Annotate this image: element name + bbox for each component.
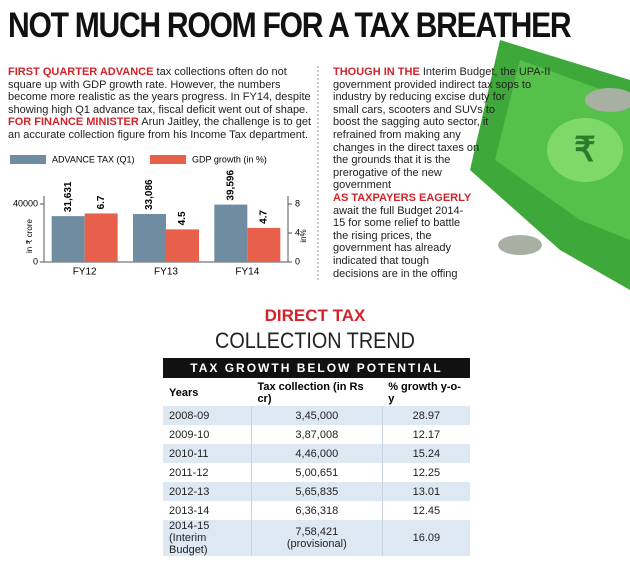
bar (51, 216, 85, 262)
table-cell: 12.45 (381, 501, 470, 520)
y-tick-label: 0 (33, 256, 38, 266)
legend-swatch (150, 155, 186, 164)
table-cell: 6,36,318 (250, 501, 383, 520)
table-row: 2009-10 3,87,008 12.17 (163, 425, 470, 444)
table-cell: 16.09 (381, 520, 470, 556)
table-row: 2011-12 5,00,651 12.25 (163, 463, 470, 482)
legend-label: GDP growth (in %) (192, 154, 267, 164)
table-cell: 2008-09 (163, 406, 252, 425)
bar (166, 229, 199, 262)
table-banner: TAX GROWTH BELOW POTENTIAL (163, 358, 470, 378)
column-header: Tax collection (in Rs cr) (257, 381, 364, 405)
table-row: 2014-15 (Interim Budget) 7,58,421 (provisio… (163, 520, 470, 556)
bar-value-label: 33,086 (144, 179, 155, 210)
paragraph: AS TAXPAYERS EAGERLY await the full Budg… (333, 192, 623, 280)
column-header: % growth y-o-y (388, 381, 461, 405)
bar-value-label: 6.7 (96, 195, 107, 209)
paragraph: FIRST QUARTER ADVANCE tax collections of… (8, 66, 313, 116)
bar (214, 204, 248, 262)
table-cell: 2014-15 (Interim Budget) (163, 520, 252, 556)
table-row: 2010-11 4,46,000 15.24 (163, 444, 470, 463)
legend-label: ADVANCE TAX (Q1) (52, 154, 135, 164)
table-cell: 5,65,835 (250, 482, 383, 501)
y2-tick-label: 8 (295, 198, 300, 208)
table-row: 2008-09 3,45,000 28.97 (163, 406, 470, 425)
legend-swatch (10, 155, 46, 164)
paragraph: THOUGH IN THE Interim Budget, the UPA-II… (333, 66, 623, 192)
table-cell: 4,46,000 (250, 444, 383, 463)
table-row: 2012-13 5,65,835 13.01 (163, 482, 470, 501)
table-cell: 12.17 (381, 425, 470, 444)
lead: THOUGH IN THE (333, 66, 420, 78)
table-cell: 12.25 (381, 463, 470, 482)
bar (133, 214, 166, 262)
chart: ₹ ADVANCE TAX (Q1) GDP growth (in %) 0 4000… (10, 40, 630, 290)
body: await the full Budget 2014-15 for some r… (333, 204, 464, 280)
bar (247, 227, 281, 262)
bar-value-label: 4.7 (258, 210, 269, 224)
x-tick-label: FY12 (73, 267, 97, 278)
table-cell: 3,87,008 (250, 425, 383, 444)
bar (84, 213, 118, 262)
paragraph: FOR FINANCE MINISTER Arun Jaitley, the c… (8, 116, 313, 141)
table-wrap: Years Tax collection (in Rs cr) % growth y… (163, 380, 470, 556)
x-tick-label: FY14 (235, 267, 259, 278)
y-axis-label: in ₹ crore (25, 218, 34, 253)
table-cell: 15.24 (381, 444, 470, 463)
table-cell: 2010-11 (163, 444, 252, 463)
table-cell: 2012-13 (163, 482, 252, 501)
lead: AS TAXPAYERS EAGERLY (333, 191, 472, 204)
lead: FOR FINANCE MINISTER (8, 116, 139, 129)
table-subtitle: COLLECTION TREND (215, 328, 415, 353)
right-column: THOUGH IN THE Interim Budget, the UPA-II… (333, 66, 623, 296)
table-cell: 2011-12 (169, 466, 209, 479)
table-cell: 3,45,000 (250, 406, 383, 425)
y-tick-label: 40000 (13, 198, 38, 208)
table-cell: 28.97 (381, 406, 470, 425)
body: Interim Budget, the UPA-II government pr… (333, 66, 551, 192)
table-cell: 13.01 (381, 482, 470, 501)
table-cell: 5,00,651 (250, 463, 383, 482)
money-illustration: ₹ (470, 40, 630, 290)
headline: NOT MUCH ROOM FOR A TAX BREATHER (8, 6, 572, 45)
table: Years Tax collection (in Rs cr) % growth y… (163, 380, 470, 556)
bar-value-label: 31,631 (63, 181, 74, 212)
lead: FIRST QUARTER ADVANCE (8, 66, 154, 78)
bar-value-label: 4.5 (177, 211, 188, 225)
table-cell: 7,58,421 (provisional) (250, 520, 383, 556)
header-row: Years Tax collection (in Rs cr) % growth y… (163, 380, 470, 406)
column-header: Years (169, 387, 199, 399)
y2-axis-label: in% (299, 229, 308, 242)
body: tax collections often do not square up w… (8, 66, 311, 116)
table-row: 2013-14 6,36,318 12.45 (163, 501, 470, 520)
table-cell: 2009-10 (169, 428, 210, 441)
table-note: (Interim Budget) (169, 532, 208, 556)
x-tick-label: FY13 (154, 267, 178, 278)
left-column: FIRST QUARTER ADVANCE tax collections of… (8, 66, 313, 142)
svg-text:₹: ₹ (574, 131, 596, 169)
table-title: DIRECT TAX (264, 306, 366, 325)
bar-value-label: 39,596 (225, 170, 236, 201)
table-note: (provisional) (286, 538, 347, 550)
body: Arun Jaitley, the challenge is to get an… (8, 116, 312, 141)
y2-tick-label: 0 (295, 256, 300, 266)
y2-tick-label: 4 (295, 227, 300, 237)
table-cell: 2013-14 (169, 504, 210, 517)
